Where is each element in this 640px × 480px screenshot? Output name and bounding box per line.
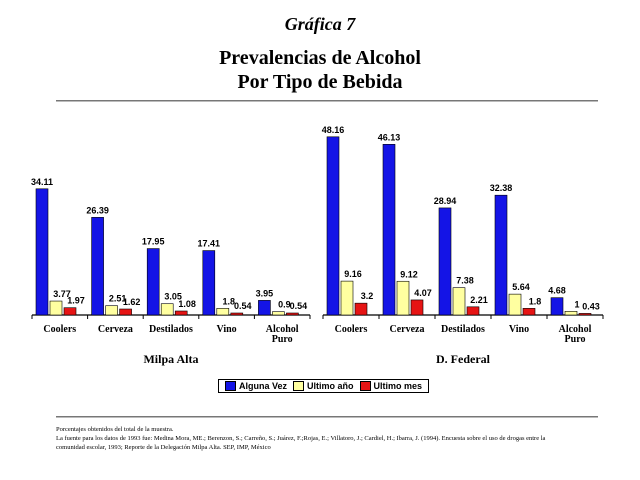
- bar-milpa-alta-destilados-alguna-vez: [146, 248, 160, 316]
- title-line-1: Prevalencias de Alcohol: [219, 47, 421, 69]
- legend-label-ultimo-anio: Ultimo año: [307, 381, 354, 391]
- bar-d-federal-cerveza-ultimo-mes: [410, 299, 424, 316]
- bar-d-federal-destilados-ultimo-mes: [466, 306, 480, 316]
- data-label-d-federal-vino-ultimo-mes: 1.8: [529, 296, 542, 306]
- bar-d-federal-cerveza-alguna-vez: [382, 144, 396, 316]
- data-label-d-federal-coolers-alguna-vez: 48.16: [322, 125, 345, 135]
- data-label-milpa-alta-cerveza-alguna-vez: 26.39: [86, 205, 109, 215]
- data-label-milpa-alta-destilados-ultimo-ano: 3.05: [164, 292, 182, 302]
- bar-milpa-alta-destilados-ultimo-ano: [160, 303, 174, 316]
- bar-d-federal-coolers-alguna-vez: [326, 136, 340, 316]
- data-label-d-federal-cerveza-alguna-vez: 46.13: [378, 132, 401, 142]
- footnote-line-1: Porcentajes obtenidos del total de la mu…: [56, 426, 174, 433]
- category-label-milpa-alta-cerveza: Cerveza: [98, 324, 133, 335]
- data-label-milpa-alta-cerveza-ultimo-ano: 2.51: [109, 294, 127, 304]
- data-label-milpa-alta-destilados-ultimo-mes: 1.08: [178, 299, 196, 309]
- bar-milpa-alta-alcohol-puro-ultimo-mes: [286, 312, 299, 316]
- bar-d-federal-alcohol-puro-ultimo-mes: [578, 313, 592, 316]
- data-label-milpa-alta-alcohol-puro-ultimo-mes: 0.54: [290, 301, 308, 311]
- top-divider: [56, 100, 598, 102]
- footnote: Porcentajes obtenidos del total de la mu…: [56, 425, 596, 452]
- bar-milpa-alta-alcohol-puro-ultimo-ano: [272, 311, 285, 316]
- chart-kicker: Gráfica 7: [284, 14, 356, 34]
- category-label-milpa-alta-destilados: Destilados: [149, 324, 193, 335]
- bottom-divider: [56, 416, 598, 418]
- bar-milpa-alta-vino-ultimo-ano: [216, 308, 230, 316]
- legend-item-ultimo-anio: Ultimo año: [293, 381, 354, 391]
- bar-milpa-alta-vino-ultimo-mes: [230, 312, 244, 316]
- data-label-milpa-alta-vino-ultimo-mes: 0.54: [234, 301, 252, 311]
- footnote-line-2: La fuente para los datos de 1993 fue: Me…: [56, 435, 546, 442]
- title-line-2: Por Tipo de Bebida: [237, 71, 403, 93]
- legend-swatch-ultimo-anio: [293, 381, 305, 391]
- bar-chart: 34.11 3.771.97 Coolers 26.39 2.511.62 Cerveza…: [31, 125, 604, 366]
- data-label-milpa-alta-coolers-alguna-vez: 34.11: [31, 177, 53, 187]
- bar-d-federal-coolers-ultimo-mes: [354, 302, 368, 316]
- category-label-milpa-alta-vino: Vino: [216, 324, 236, 335]
- category-label-milpa-alta-coolers: Coolers: [43, 324, 76, 335]
- bar-milpa-alta-vino-alguna-vez: [202, 250, 216, 316]
- bar-d-federal-coolers-ultimo-ano: [340, 280, 354, 316]
- data-label-milpa-alta-destilados-alguna-vez: 17.95: [142, 237, 165, 247]
- bar-milpa-alta-coolers-ultimo-ano: [49, 300, 63, 316]
- legend-label-alguna-vez: Alguna Vez: [239, 381, 288, 391]
- bar-milpa-alta-coolers-ultimo-mes: [63, 307, 77, 316]
- legend-item-alguna-vez: Alguna Vez: [225, 381, 287, 391]
- data-label-d-federal-cerveza-ultimo-mes: 4.07: [414, 288, 432, 298]
- data-label-milpa-alta-alcohol-puro-alguna-vez: 3.95: [256, 288, 274, 298]
- bar-d-federal-cerveza-ultimo-ano: [396, 280, 410, 316]
- data-label-d-federal-vino-ultimo-ano: 5.64: [512, 282, 530, 292]
- bar-d-federal-destilados-ultimo-ano: [452, 287, 466, 316]
- bar-d-federal-vino-alguna-vez: [494, 194, 508, 316]
- data-label-d-federal-alcohol-puro-ultimo-mes: 0.43: [582, 301, 600, 311]
- group-label-d-federal: D. Federal: [436, 352, 491, 366]
- chart-title: Prevalencias de Alcohol Por Tipo de Bebi…: [0, 46, 640, 94]
- category-label-d-federal-vino: Vino: [509, 324, 529, 335]
- data-label-d-federal-vino-alguna-vez: 32.38: [490, 183, 513, 193]
- bar-milpa-alta-cerveza-alguna-vez: [91, 217, 104, 316]
- data-label-milpa-alta-vino-alguna-vez: 17.41: [198, 239, 221, 249]
- bar-d-federal-vino-ultimo-mes: [522, 308, 536, 316]
- bar-milpa-alta-coolers-alguna-vez: [35, 188, 49, 316]
- legend-swatch-ultimo-mes: [359, 381, 371, 391]
- bar-milpa-alta-alcohol-puro-alguna-vez: [258, 300, 271, 316]
- bar-d-federal-alcohol-puro-ultimo-ano: [564, 311, 578, 316]
- data-label-d-federal-alcohol-puro-ultimo-ano: 1: [574, 299, 579, 309]
- bar-d-federal-destilados-alguna-vez: [438, 207, 452, 316]
- bar-d-federal-alcohol-puro-alguna-vez: [550, 297, 564, 316]
- bar-milpa-alta-destilados-ultimo-mes: [174, 310, 188, 316]
- category-label-d-federal-cerveza: Cerveza: [390, 324, 425, 335]
- data-label-milpa-alta-coolers-ultimo-mes: 1.97: [67, 296, 85, 306]
- data-label-d-federal-destilados-ultimo-mes: 2.21: [470, 295, 488, 305]
- data-label-d-federal-coolers-ultimo-mes: 3.2: [361, 291, 374, 301]
- legend: Alguna Vez Ultimo año Ultimo mes: [218, 379, 430, 393]
- data-label-d-federal-cerveza-ultimo-ano: 9.12: [400, 269, 418, 279]
- category-label-d-federal-destilados: Destilados: [441, 324, 485, 335]
- data-label-milpa-alta-coolers-ultimo-ano: 3.77: [53, 289, 71, 299]
- legend-label-ultimo-mes: Ultimo mes: [373, 381, 423, 391]
- data-label-d-federal-destilados-alguna-vez: 28.94: [434, 196, 457, 206]
- bar-milpa-alta-cerveza-ultimo-ano: [105, 305, 118, 316]
- category-label-d-federal-coolers: Coolers: [335, 324, 368, 335]
- legend-swatch-alguna-vez: [225, 381, 236, 391]
- data-label-d-federal-coolers-ultimo-ano: 9.16: [344, 269, 362, 279]
- data-label-milpa-alta-alcohol-puro-ultimo-ano: 0.9: [278, 300, 291, 310]
- data-label-d-federal-destilados-ultimo-ano: 7.38: [456, 276, 474, 286]
- data-label-d-federal-alcohol-puro-alguna-vez: 4.68: [548, 286, 566, 296]
- legend-item-ultimo-mes: Ultimo mes: [359, 381, 423, 391]
- category-label-milpa-alta-alcohol-puro: Alcohol Puro: [266, 324, 299, 345]
- data-label-milpa-alta-vino-ultimo-ano: 1.8: [223, 296, 236, 306]
- bar-milpa-alta-cerveza-ultimo-mes: [119, 308, 132, 316]
- footnote-line-3: comunidad escolar, 1993; Reporte de la D…: [56, 444, 271, 451]
- bar-d-federal-vino-ultimo-ano: [508, 293, 522, 316]
- category-label-d-federal-alcohol-puro: Alcohol Puro: [559, 324, 592, 345]
- group-label-milpa-alta: Milpa Alta: [143, 352, 198, 366]
- data-label-milpa-alta-cerveza-ultimo-mes: 1.62: [123, 297, 141, 307]
